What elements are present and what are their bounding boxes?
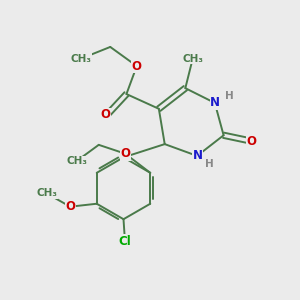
Text: CH₃: CH₃ xyxy=(36,188,57,198)
Text: H: H xyxy=(205,159,214,169)
Text: CH₃: CH₃ xyxy=(66,156,87,166)
Text: H: H xyxy=(224,92,233,101)
Text: CH₃: CH₃ xyxy=(182,54,203,64)
Text: Cl: Cl xyxy=(118,235,131,248)
Text: O: O xyxy=(120,147,130,160)
Text: O: O xyxy=(101,108,111,121)
Text: O: O xyxy=(132,60,142,73)
Text: CH₃: CH₃ xyxy=(70,54,91,64)
Text: O: O xyxy=(65,200,75,213)
Text: N: N xyxy=(210,96,220,110)
Text: O: O xyxy=(247,135,256,148)
Text: N: N xyxy=(193,149,203,162)
